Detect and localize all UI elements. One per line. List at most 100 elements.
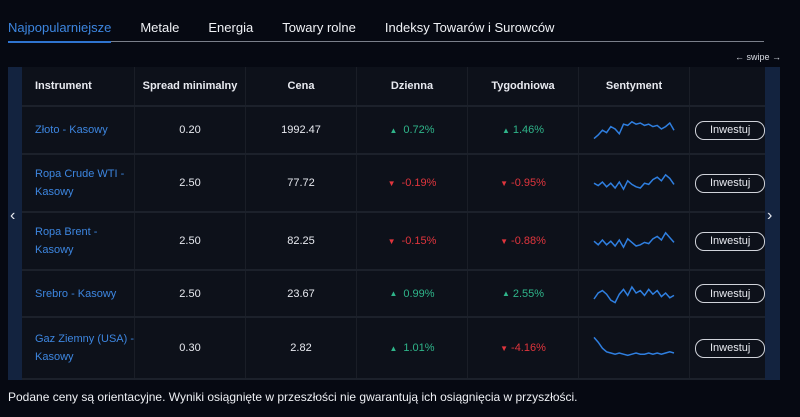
- sentiment-sparkline: [593, 285, 675, 304]
- daily-change-cell: ▲ 0.99%: [357, 271, 468, 316]
- table-row: Złoto - Kasowy 0.20 1992.47 ▲ 0.72% ▲ 1.46…: [22, 107, 765, 155]
- triangle-down-icon: ▼: [387, 178, 396, 188]
- instrument-link[interactable]: Gaz Ziemny (USA) - Kasowy: [35, 333, 135, 363]
- column-header: Tygodniowa: [468, 67, 579, 105]
- invest-button[interactable]: Inwestuj: [695, 338, 765, 358]
- weekly-change: 2.55%: [512, 287, 545, 300]
- triangle-down-icon: ▼: [387, 236, 396, 246]
- weekly-change: -4.16%: [511, 342, 546, 354]
- daily-change-cell: ▼ -0.15%: [357, 213, 468, 269]
- sentiment-cell: [579, 107, 690, 153]
- invest-button[interactable]: Inwestuj: [695, 284, 765, 303]
- price-cell: 23.67: [246, 271, 357, 316]
- spread-cell: 0.30: [135, 318, 246, 378]
- weekly-change-cell: ▼ -4.16%: [468, 318, 579, 378]
- spread-cell: 2.50: [135, 155, 246, 211]
- instrument-link[interactable]: Złoto - Kasowy: [35, 124, 108, 136]
- spread-cell: 2.50: [135, 271, 246, 316]
- daily-change-cell: ▲ 1.01%: [357, 318, 468, 378]
- sparkline-line: [593, 336, 675, 357]
- instrument-cell: Gaz Ziemny (USA) - Kasowy: [22, 318, 135, 378]
- daily-change: 0.72%: [403, 124, 435, 136]
- sentiment-sparkline: [593, 173, 675, 191]
- table-row: Gaz Ziemny (USA) - Kasowy 0.30 2.82 ▲ 1.0…: [22, 318, 765, 380]
- sentiment-sparkline: [593, 120, 675, 140]
- table-row: Ropa Brent - Kasowy 2.50 82.25 ▼ -0.15% ▼…: [22, 213, 765, 271]
- weekly-change: 1.46%: [512, 124, 545, 136]
- daily-change-cell: ▲ 0.72%: [357, 107, 468, 153]
- spread-cell: 0.20: [135, 107, 246, 153]
- price-cell: 77.72: [246, 155, 357, 211]
- triangle-down-icon: ▼: [500, 236, 509, 246]
- column-header: Instrument: [22, 67, 135, 105]
- sentiment-sparkline: [593, 231, 675, 249]
- triangle-down-icon: ▼: [500, 343, 509, 353]
- price-cell: 1992.47: [246, 107, 357, 153]
- table-row: Ropa Crude WTI - Kasowy 2.50 77.72 ▼ -0.1…: [22, 155, 765, 213]
- tab-indeksy-towar-w-i-surowc-w[interactable]: Indeksy Towarów i Surowców: [384, 20, 555, 35]
- instrument-table[interactable]: Instrument Spread minimalny Cena Dzienna Tyg…: [22, 67, 765, 380]
- invest-cell: Inwestuj: [690, 318, 765, 378]
- instrument-table-container: Instrument Spread minimalny Cena Dzienna Tyg…: [8, 67, 780, 380]
- instrument-cell: Ropa Crude WTI - Kasowy: [22, 155, 135, 211]
- weekly-change-cell: ▲ 2.55%: [468, 271, 579, 316]
- invest-button[interactable]: Inwestuj: [695, 173, 765, 193]
- sentiment-cell: [579, 271, 690, 316]
- scroll-right-chevron-icon[interactable]: ›: [767, 207, 773, 224]
- daily-change: 1.01%: [403, 342, 435, 354]
- sparkline-line: [593, 173, 675, 191]
- instrument-link[interactable]: Ropa Brent - Kasowy: [35, 226, 98, 256]
- daily-change: -0.15%: [401, 235, 437, 247]
- invest-cell: Inwestuj: [690, 271, 765, 316]
- invest-cell: Inwestuj: [690, 155, 765, 211]
- triangle-up-icon: ▲: [389, 125, 398, 135]
- price-cell: 82.25: [246, 213, 357, 269]
- disclaimer: Podane ceny są orientacyjne. Wyniki osią…: [8, 390, 578, 404]
- instrument-cell: Złoto - Kasowy: [22, 107, 135, 153]
- tab-bar: Najpopularniejsze Metale Energia Towary rol…: [8, 19, 764, 43]
- invest-button[interactable]: Inwestuj: [695, 120, 765, 140]
- instrument-cell: Srebro - Kasowy: [22, 271, 135, 316]
- tab-metale[interactable]: Metale: [140, 20, 180, 35]
- column-header: [690, 67, 765, 105]
- tab-najpopularniejsze[interactable]: Najpopularniejsze: [8, 19, 112, 43]
- triangle-up-icon: ▲: [389, 289, 398, 298]
- triangle-up-icon: ▲: [501, 125, 510, 135]
- triangle-down-icon: ▼: [500, 178, 509, 188]
- table-row: Srebro - Kasowy 2.50 23.67 ▲ 0.99% ▲ 2.55%…: [22, 271, 765, 318]
- tab-energia[interactable]: Energia: [208, 20, 254, 35]
- instrument-link[interactable]: Ropa Crude WTI - Kasowy: [35, 168, 125, 198]
- weekly-change: -0.95%: [511, 177, 546, 189]
- sentiment-sparkline: [593, 336, 675, 357]
- weekly-change-cell: ▼ -0.88%: [468, 213, 579, 269]
- sparkline-line: [593, 285, 675, 304]
- tab-towary-rolne[interactable]: Towary rolne: [282, 20, 356, 35]
- triangle-up-icon: ▲: [501, 289, 510, 298]
- triangle-up-icon: ▲: [389, 343, 398, 353]
- weekly-change-cell: ▲ 1.46%: [468, 107, 579, 153]
- sparkline-line: [593, 120, 675, 140]
- weekly-change: -0.88%: [511, 235, 546, 247]
- daily-change: 0.99%: [403, 287, 435, 300]
- instrument-cell: Ropa Brent - Kasowy: [22, 213, 135, 269]
- swipe-hint: ← swipe →: [734, 52, 781, 62]
- invest-cell: Inwestuj: [690, 213, 765, 269]
- daily-change-cell: ▼ -0.19%: [357, 155, 468, 211]
- weekly-change-cell: ▼ -0.95%: [468, 155, 579, 211]
- column-header: Dzienna: [357, 67, 468, 105]
- sentiment-cell: [579, 318, 690, 378]
- invest-cell: Inwestuj: [690, 107, 765, 153]
- invest-button[interactable]: Inwestuj: [695, 231, 765, 251]
- sentiment-cell: [579, 155, 690, 211]
- column-header: Cena: [246, 67, 357, 105]
- table-header: Instrument Spread minimalny Cena Dzienna Tyg…: [22, 67, 765, 107]
- column-header: Spread minimalny: [135, 67, 246, 105]
- daily-change: -0.19%: [401, 177, 437, 189]
- column-header: Sentyment: [579, 67, 690, 105]
- sentiment-cell: [579, 213, 690, 269]
- scroll-left-chevron-icon[interactable]: ‹: [10, 207, 16, 224]
- instrument-link[interactable]: Srebro - Kasowy: [35, 287, 117, 300]
- sparkline-line: [593, 231, 675, 249]
- spread-cell: 2.50: [135, 213, 246, 269]
- price-cell: 2.82: [246, 318, 357, 378]
